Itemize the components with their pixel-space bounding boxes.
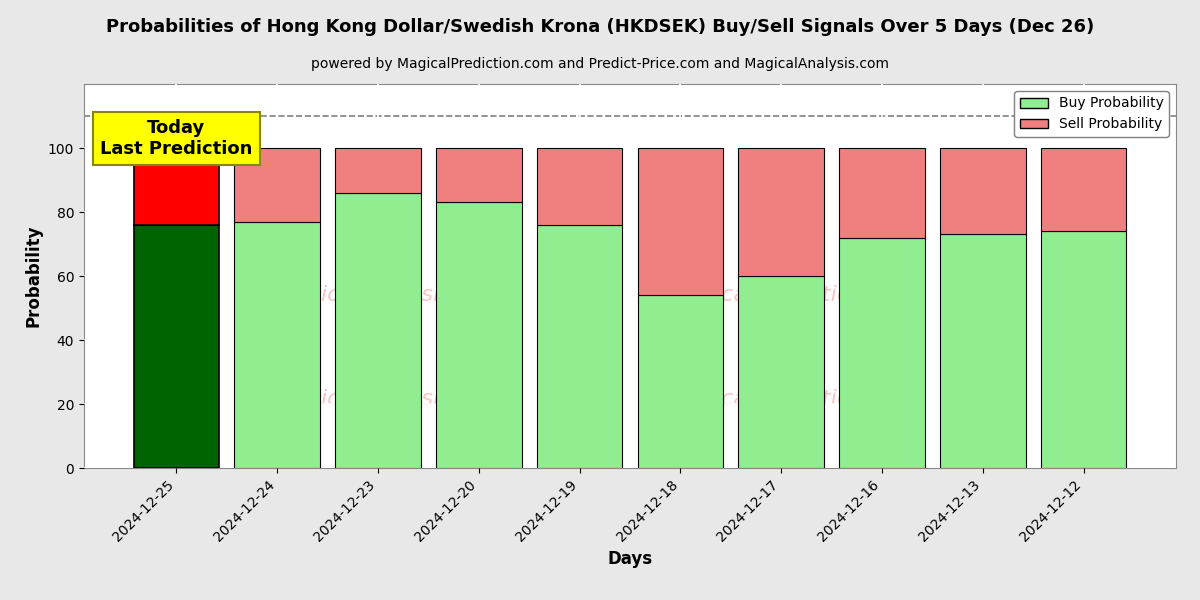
Bar — [133, 225, 220, 468]
Bar — [637, 148, 724, 295]
Bar — [940, 148, 1026, 235]
Bar — [1040, 231, 1127, 468]
Text: powered by MagicalPrediction.com and Predict-Price.com and MagicalAnalysis.com: powered by MagicalPrediction.com and Pre… — [311, 57, 889, 71]
Bar — [335, 193, 421, 468]
Bar — [335, 148, 421, 193]
Bar — [940, 235, 1026, 468]
Bar — [536, 148, 623, 225]
Bar — [839, 238, 925, 468]
Bar — [234, 148, 320, 221]
Y-axis label: Probability: Probability — [24, 225, 42, 327]
Bar — [1040, 148, 1127, 231]
Text: MagicalPrediction.com: MagicalPrediction.com — [668, 389, 919, 409]
Text: Today
Last Prediction: Today Last Prediction — [101, 119, 253, 158]
Text: MagicalAnalysis.com: MagicalAnalysis.com — [274, 285, 505, 305]
Legend: Buy Probability, Sell Probability: Buy Probability, Sell Probability — [1014, 91, 1169, 137]
Bar — [234, 221, 320, 468]
Bar — [436, 202, 522, 468]
Bar — [536, 225, 623, 468]
X-axis label: Days: Days — [607, 550, 653, 568]
Bar — [738, 148, 824, 276]
Text: Probabilities of Hong Kong Dollar/Swedish Krona (HKDSEK) Buy/Sell Signals Over 5: Probabilities of Hong Kong Dollar/Swedis… — [106, 18, 1094, 36]
Bar — [133, 148, 220, 225]
Bar — [839, 148, 925, 238]
Text: MagicalAnalysis.com: MagicalAnalysis.com — [274, 389, 505, 409]
Bar — [436, 148, 522, 202]
Text: MagicalPrediction.com: MagicalPrediction.com — [668, 285, 919, 305]
Bar — [738, 276, 824, 468]
Bar — [637, 295, 724, 468]
